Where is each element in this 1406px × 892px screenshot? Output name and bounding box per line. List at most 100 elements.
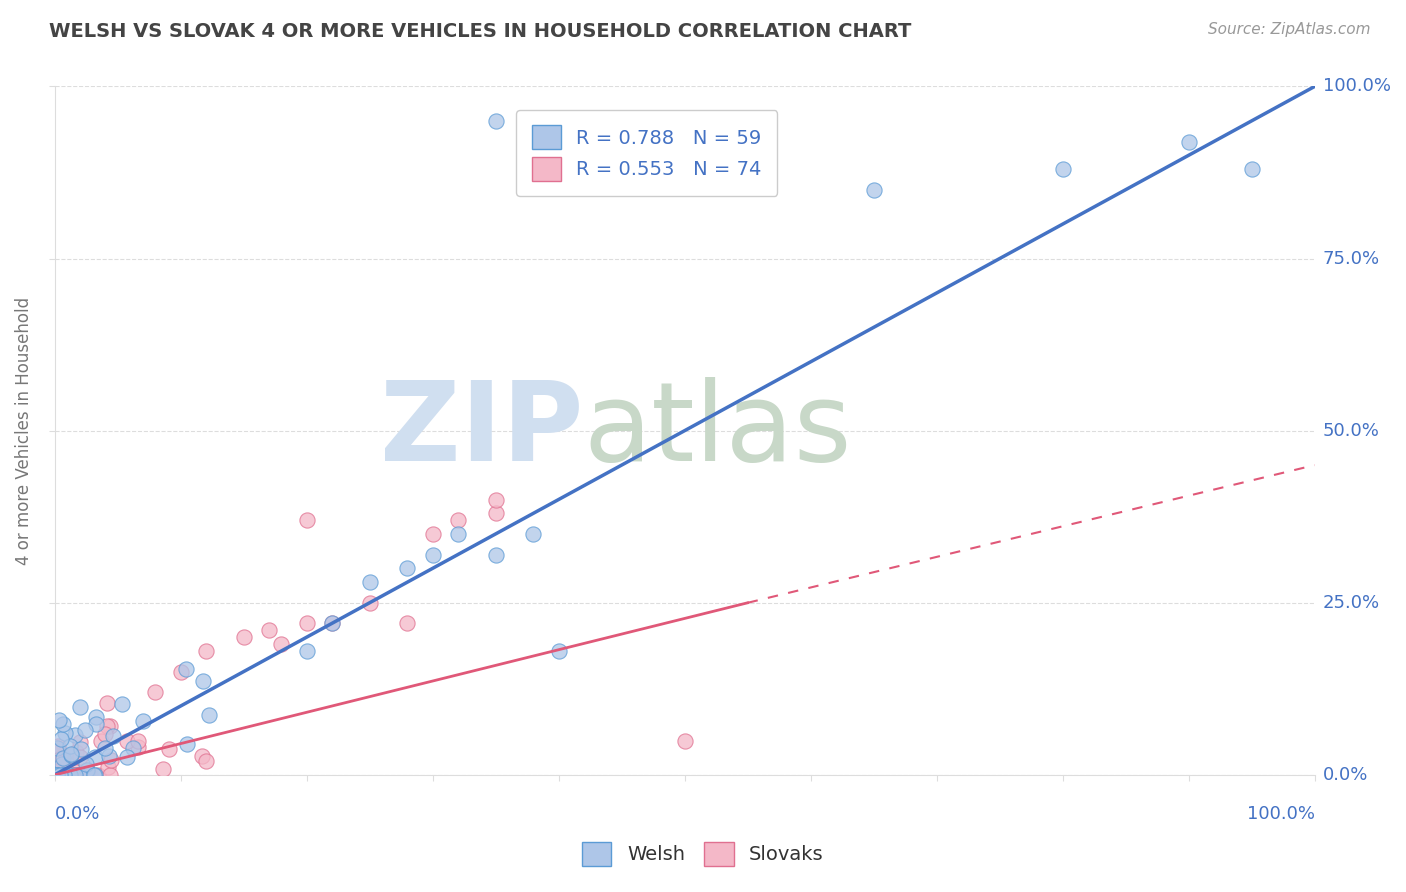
Text: 75.0%: 75.0% — [1323, 250, 1381, 268]
Point — [65, 728, 87, 742]
Point — [96, 696, 118, 710]
Point — [152, 762, 174, 776]
Point — [46, 768, 69, 782]
Text: WELSH VS SLOVAK 4 OR MORE VEHICLES IN HOUSEHOLD CORRELATION CHART: WELSH VS SLOVAK 4 OR MORE VEHICLES IN HO… — [49, 22, 911, 41]
Point — [84, 717, 107, 731]
Point — [52, 751, 75, 765]
Point — [48, 713, 70, 727]
Point — [257, 624, 280, 638]
Point — [484, 548, 506, 562]
Point — [100, 753, 122, 767]
Text: ZIP: ZIP — [381, 377, 583, 484]
Point — [127, 734, 149, 748]
Point — [98, 768, 121, 782]
Point — [65, 745, 87, 759]
Point — [59, 747, 82, 762]
Point — [84, 749, 107, 764]
Point — [63, 768, 86, 782]
Point — [59, 747, 82, 761]
Point — [53, 726, 76, 740]
Y-axis label: 4 or more Vehicles in Household: 4 or more Vehicles in Household — [15, 297, 32, 565]
Point — [46, 768, 69, 782]
Point — [49, 768, 72, 782]
Point — [58, 768, 80, 782]
Point — [51, 768, 73, 782]
Point — [111, 698, 134, 712]
Point — [547, 644, 569, 658]
Point — [101, 729, 124, 743]
Point — [66, 768, 89, 782]
Point — [1177, 135, 1199, 149]
Point — [447, 527, 470, 541]
Text: 100.0%: 100.0% — [1323, 78, 1391, 95]
Point — [94, 726, 117, 740]
Point — [127, 739, 149, 754]
Point — [176, 738, 198, 752]
Point — [117, 750, 139, 764]
Point — [51, 753, 73, 767]
Point — [48, 768, 70, 782]
Point — [46, 739, 69, 753]
Text: 0.0%: 0.0% — [1323, 766, 1368, 784]
Point — [190, 748, 212, 763]
Point — [63, 767, 86, 781]
Legend: R = 0.788   N = 59, R = 0.553   N = 74: R = 0.788 N = 59, R = 0.553 N = 74 — [516, 110, 778, 196]
Point — [66, 768, 89, 782]
Point — [73, 723, 96, 738]
Point — [59, 768, 82, 782]
Point — [359, 596, 381, 610]
Point — [59, 739, 82, 753]
Point — [51, 749, 73, 764]
Point — [52, 768, 75, 782]
Point — [83, 768, 105, 782]
Point — [69, 735, 91, 749]
Point — [295, 513, 318, 527]
Point — [53, 768, 76, 782]
Point — [1240, 162, 1263, 177]
Point — [90, 734, 112, 748]
Point — [295, 616, 318, 631]
Point — [115, 734, 138, 748]
Point — [422, 548, 444, 562]
Point — [295, 644, 318, 658]
Point — [97, 748, 120, 763]
Point — [69, 768, 91, 782]
Point — [673, 733, 696, 747]
Point — [522, 527, 544, 541]
Point — [97, 760, 120, 774]
Point — [69, 700, 91, 714]
Text: 25.0%: 25.0% — [1323, 594, 1381, 612]
Point — [46, 768, 69, 782]
Point — [94, 741, 117, 756]
Point — [69, 768, 91, 782]
Point — [46, 754, 69, 768]
Point — [194, 644, 217, 658]
Point — [270, 637, 292, 651]
Point — [51, 757, 73, 772]
Point — [194, 754, 217, 768]
Point — [87, 768, 110, 782]
Point — [737, 135, 759, 149]
Point — [174, 662, 197, 676]
Text: 0.0%: 0.0% — [55, 805, 100, 823]
Point — [198, 708, 221, 723]
Point — [46, 741, 69, 756]
Point — [46, 768, 69, 782]
Point — [484, 506, 506, 520]
Point — [46, 764, 69, 778]
Point — [59, 748, 82, 763]
Point — [76, 763, 98, 777]
Point — [484, 492, 506, 507]
Point — [396, 561, 419, 575]
Point — [1052, 162, 1074, 177]
Point — [862, 183, 884, 197]
Point — [76, 764, 98, 778]
Point — [46, 747, 69, 761]
Point — [122, 740, 145, 755]
Point — [49, 732, 72, 747]
Point — [46, 756, 69, 770]
Point — [60, 768, 83, 782]
Text: atlas: atlas — [583, 377, 852, 484]
Legend: Welsh, Slovaks: Welsh, Slovaks — [575, 834, 831, 873]
Point — [69, 750, 91, 764]
